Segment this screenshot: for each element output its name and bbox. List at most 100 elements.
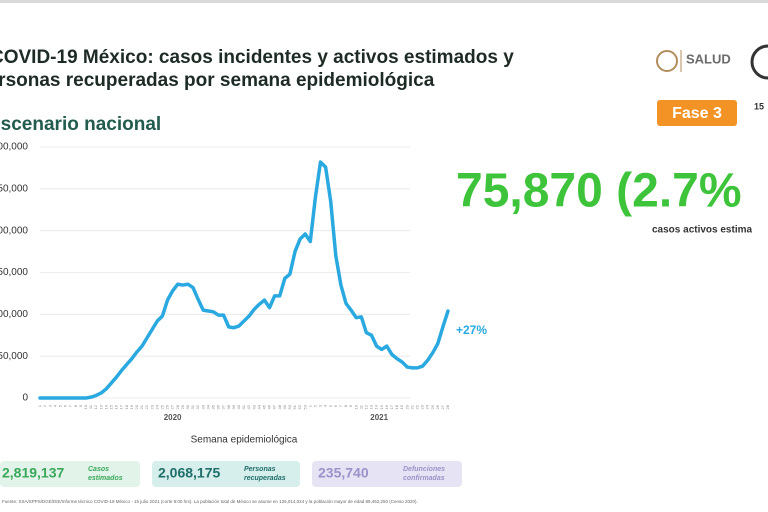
summary-caption: Casos [88,466,109,473]
x-tick-label: 8 [343,404,348,407]
x-tick-label: 12 [363,404,368,409]
title-line: personas recuperadas por semana epidemio… [0,70,435,91]
x-tick-label: 3 [318,404,323,407]
x-tick-label: 28 [445,404,450,409]
x-tick-label: 5 [57,404,62,407]
summary-caption: Personas [244,466,276,473]
x-tick-label: 14 [374,404,379,409]
x-tick-label: 33 [200,404,205,409]
x-tick-label: 42 [246,404,251,409]
highlight-caption: casos activos estima [652,225,752,236]
x-tick-label: 51 [292,404,297,409]
phase-badge [657,100,737,126]
year-label: 2021 [370,413,388,422]
x-tick-label: 7 [68,404,73,407]
x-tick-label: 1 [307,404,312,407]
summary-box [0,461,140,487]
x-tick-label: 17 [119,404,124,409]
phase-label: Fase 3 [672,105,722,122]
x-tick-label: 24 [154,404,159,409]
x-tick-label: 34 [205,404,210,409]
summary-caption: recuperadas [244,475,286,482]
x-tick-label: 4 [323,404,328,407]
x-tick-label: 2 [312,404,317,407]
x-tick-label: 23 [420,404,425,409]
x-tick-label: 8 [73,404,78,407]
x-tick-label: 30 [185,404,190,409]
summary-value: 2,068,175 [158,465,220,481]
x-tick-label: 32 [195,404,200,409]
x-tick-label: 3 [47,404,52,407]
x-tick-label: 41 [241,404,246,409]
summary-caption: Defunciones [403,466,445,473]
x-tick-label: 13 [369,404,374,409]
y-tick-label: 150,000 [0,267,28,278]
x-tick-label: 18 [394,404,399,409]
date: 15 [754,101,764,111]
line [38,160,450,400]
x-tick-label: 52 [297,404,302,409]
x-tick-label: 19 [399,404,404,409]
x-tick-label: 12 [93,404,98,409]
logo-emblem [656,50,678,72]
x-tick-label: 20 [404,404,409,409]
year-label: 2020 [164,413,182,422]
x-tick-label: 6 [63,404,68,407]
x-tick-label: 15 [108,404,113,409]
x-tick-label: 7 [338,404,343,407]
subtitle: Escenario nacional [0,114,161,135]
x-tick-label: 23 [149,404,154,409]
x-tick-label: 38 [226,404,231,409]
x-tick-label: 20 [134,404,139,409]
x-tick-label: 19 [129,404,134,409]
x-tick-label: 4 [52,404,57,407]
logo-text: SALUD [686,51,731,66]
x-tick-label: 47 [272,404,277,409]
x-tick-label: 27 [170,404,175,409]
x-tick-label: 9 [78,404,83,407]
y-tick-label: 250,000 [0,183,28,194]
summary-box [152,461,300,487]
y-tick-label: 50,000 [0,351,28,362]
x-tick-label: 16 [384,404,389,409]
x-tick-label: 1 [37,404,42,407]
x-tick-label: 22 [414,404,419,409]
x-tick-label: 45 [261,404,266,409]
x-tick-label: 36 [216,404,221,409]
y-tick-label: 100,000 [0,309,28,320]
x-axis-label: Semana epidemiológica [191,435,298,446]
annotation: +27% [456,323,487,337]
x-tick-label: 21 [139,404,144,409]
x-tick-label: 16 [114,404,119,409]
summary-caption: confirmadas [403,475,445,482]
x-tick-label: 39 [231,404,236,409]
x-tick-label: 15 [379,404,384,409]
x-tick-label: 37 [221,404,226,409]
x-tick-label: 29 [180,404,185,409]
x-tick-label: 49 [282,404,287,409]
top-border [0,0,768,3]
summary-box [312,461,462,487]
title-line: COVID-19 México: casos incidentes y acti… [0,47,514,68]
highlight-value: 75,870 (2.7% [456,165,742,218]
x-tick-label: 40 [236,404,241,409]
x-tick-label: 10 [83,404,88,409]
x-tick-label: 25 [430,404,435,409]
x-tick-label: 21 [409,404,414,409]
x-tick-label: 31 [190,404,195,409]
y-tick-label: 200,000 [0,225,28,236]
x-tick-label: 9 [348,404,353,407]
x-tick-label: 48 [277,404,282,409]
x-tick-label: 2 [42,404,47,407]
x-tick-label: 28 [175,404,180,409]
summary-caption: estimados [88,475,123,482]
x-tick-label: 44 [256,404,261,409]
x-tick-label: 13 [98,404,103,409]
x-tick-label: 53 [302,404,307,409]
footnote: Fuente: SSA/SPPS/DGE/DIE/Informe técnico… [2,499,418,504]
x-tick-label: 46 [267,404,272,409]
x-tick-label: 35 [210,404,215,409]
x-tick-label: 24 [425,404,430,409]
